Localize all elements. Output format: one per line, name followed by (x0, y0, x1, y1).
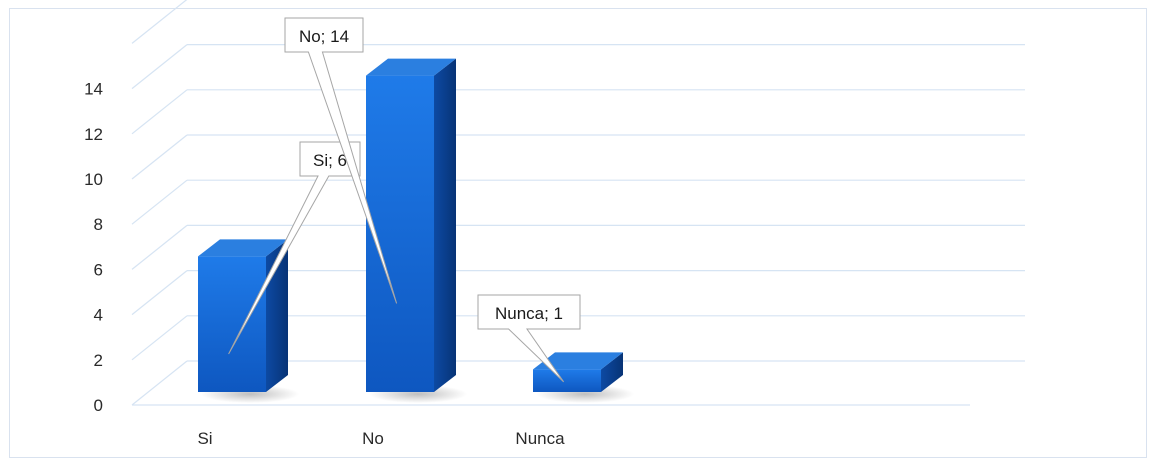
y-axis-ticks: 0 2 4 6 8 10 12 14 (84, 80, 103, 415)
bar-top (366, 58, 456, 76)
data-labels: Si; 6 No; 14 Nunca; 1 (228, 17, 581, 383)
gridline-side (131, 0, 188, 44)
x-category-label: No (362, 429, 384, 448)
bar-side (434, 58, 456, 392)
y-tick-label: 0 (94, 396, 103, 415)
gridline-side (131, 360, 188, 406)
data-label: No; 14 (299, 27, 349, 46)
y-tick-label: 2 (94, 351, 103, 370)
data-label: Nunca; 1 (495, 304, 563, 323)
y-tick-label: 12 (84, 125, 103, 144)
bar-top (533, 352, 623, 370)
bars (198, 58, 634, 403)
bar (533, 369, 601, 392)
data-label-callout (284, 17, 398, 304)
gridline-side (131, 44, 188, 90)
y-tick-label: 8 (94, 215, 103, 234)
bar (198, 256, 266, 392)
bar-side (601, 352, 623, 392)
x-category-label: Nunca (515, 429, 565, 448)
bar-top (198, 239, 288, 257)
gridline-side (131, 179, 188, 225)
gridline-side (131, 89, 188, 135)
x-category-label: Si (197, 429, 212, 448)
gridline-side (131, 315, 188, 361)
bar (366, 75, 434, 392)
data-label-callout (477, 294, 581, 383)
gridline-side (131, 270, 188, 316)
x-axis-categories: Si No Nunca (197, 429, 565, 448)
y-tick-label: 14 (84, 80, 103, 99)
y-tick-label: 4 (94, 306, 103, 325)
gridline-side (131, 224, 188, 270)
gridline-side (131, 134, 188, 180)
y-tick-label: 6 (94, 260, 103, 279)
y-tick-label: 10 (84, 170, 103, 189)
data-label: Si; 6 (313, 151, 347, 170)
data-label-callout (228, 141, 361, 355)
